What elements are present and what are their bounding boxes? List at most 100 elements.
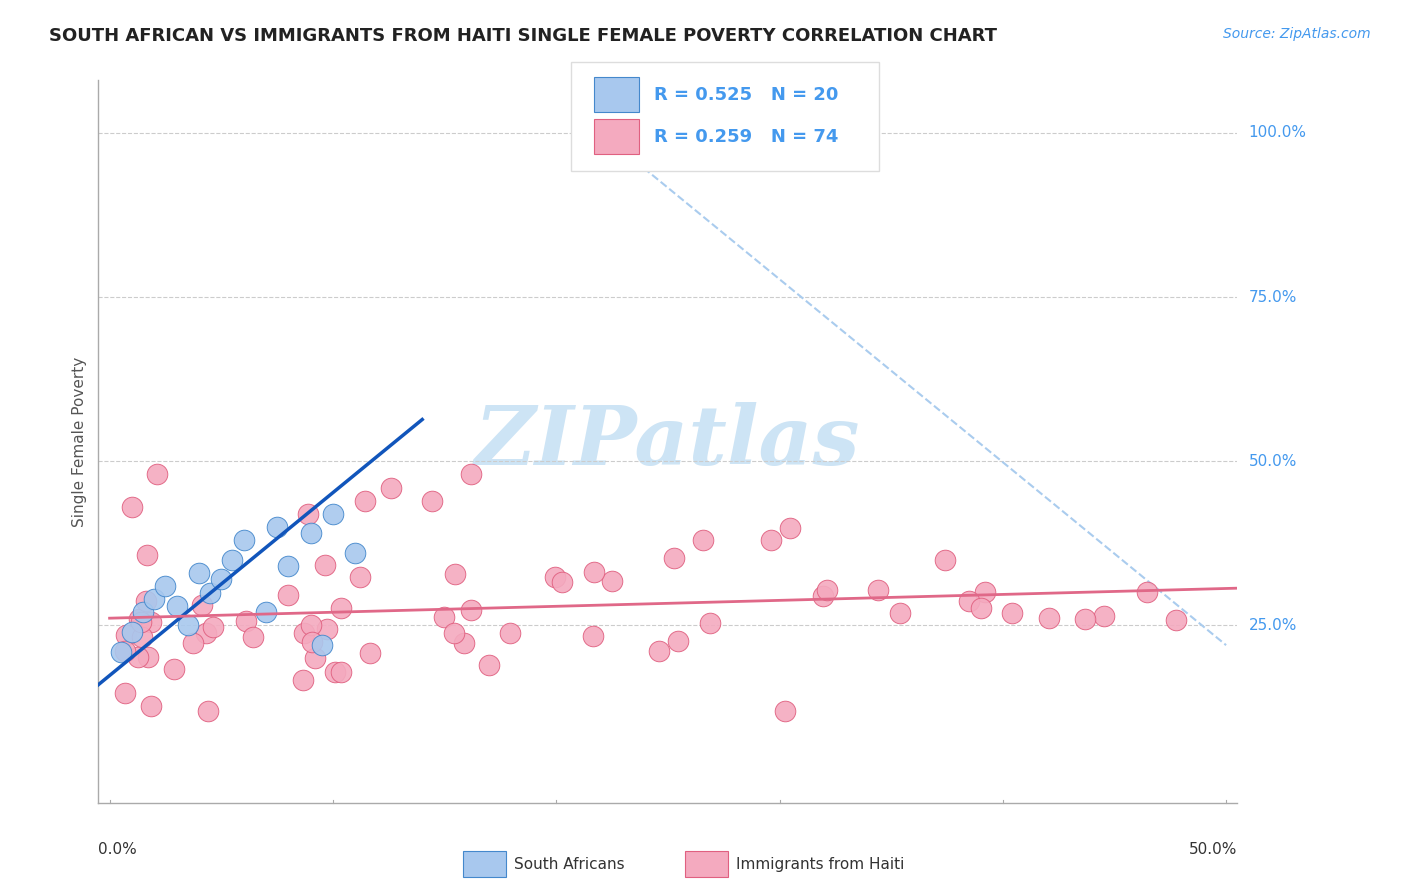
FancyBboxPatch shape bbox=[571, 62, 879, 170]
Point bbox=[136, 548, 159, 562]
Point bbox=[330, 600, 353, 615]
Point bbox=[323, 665, 346, 679]
Point bbox=[201, 620, 224, 634]
Point bbox=[266, 520, 288, 534]
Point bbox=[316, 622, 339, 636]
Point bbox=[453, 636, 475, 650]
Point bbox=[314, 558, 336, 573]
Point bbox=[589, 145, 612, 160]
Point bbox=[297, 507, 319, 521]
Y-axis label: Single Female Poverty: Single Female Poverty bbox=[72, 357, 87, 526]
Bar bbox=[593, 120, 640, 154]
Point bbox=[135, 593, 157, 607]
Point bbox=[138, 650, 160, 665]
Text: 0.0%: 0.0% bbox=[98, 842, 138, 856]
Point bbox=[1094, 608, 1116, 623]
Point bbox=[380, 481, 402, 495]
Point bbox=[773, 704, 796, 718]
Text: 100.0%: 100.0% bbox=[1249, 126, 1306, 140]
Point bbox=[110, 645, 132, 659]
Point bbox=[221, 553, 243, 567]
Text: R = 0.259   N = 74: R = 0.259 N = 74 bbox=[654, 128, 838, 145]
Point bbox=[187, 566, 209, 580]
Text: SOUTH AFRICAN VS IMMIGRANTS FROM HAITI SINGLE FEMALE POVERTY CORRELATION CHART: SOUTH AFRICAN VS IMMIGRANTS FROM HAITI S… bbox=[49, 27, 997, 45]
Point bbox=[232, 533, 254, 547]
Point bbox=[1001, 606, 1024, 620]
Point bbox=[177, 618, 200, 632]
Point bbox=[460, 603, 482, 617]
Point bbox=[420, 493, 443, 508]
Point bbox=[181, 635, 204, 649]
Point bbox=[322, 507, 344, 521]
Point bbox=[866, 583, 889, 598]
Point bbox=[294, 626, 316, 640]
Bar bbox=[593, 78, 640, 112]
Point bbox=[114, 644, 136, 658]
Point bbox=[163, 662, 186, 676]
Point bbox=[304, 651, 326, 665]
Point bbox=[973, 585, 995, 599]
Point bbox=[277, 559, 299, 574]
Point bbox=[311, 638, 333, 652]
Point bbox=[582, 629, 605, 643]
Point bbox=[662, 551, 685, 566]
Point bbox=[544, 570, 567, 584]
Point bbox=[582, 565, 605, 579]
Point bbox=[478, 657, 501, 672]
Point bbox=[433, 610, 456, 624]
Point bbox=[141, 615, 163, 629]
Point bbox=[301, 635, 323, 649]
Text: 50.0%: 50.0% bbox=[1249, 454, 1296, 468]
Point bbox=[129, 615, 152, 629]
Point bbox=[443, 625, 465, 640]
Point bbox=[699, 616, 721, 631]
Point bbox=[155, 579, 177, 593]
Point bbox=[121, 500, 143, 515]
Point bbox=[349, 570, 371, 584]
Point bbox=[141, 698, 163, 713]
Point bbox=[242, 630, 264, 644]
Point bbox=[648, 643, 671, 657]
Bar bbox=[463, 851, 506, 877]
Point bbox=[344, 546, 367, 560]
Point bbox=[195, 625, 218, 640]
Point bbox=[330, 665, 353, 680]
Point bbox=[197, 704, 219, 718]
Point bbox=[166, 599, 188, 613]
Point bbox=[127, 649, 149, 664]
Point bbox=[970, 601, 993, 615]
Point bbox=[132, 605, 155, 619]
Text: South Africans: South Africans bbox=[515, 856, 624, 871]
Point bbox=[114, 686, 136, 700]
Point bbox=[779, 521, 801, 535]
Point bbox=[444, 567, 467, 582]
Text: R = 0.525   N = 20: R = 0.525 N = 20 bbox=[654, 86, 838, 103]
Point bbox=[1074, 612, 1097, 626]
Point bbox=[131, 630, 153, 644]
Point bbox=[1038, 611, 1060, 625]
Point bbox=[815, 583, 838, 598]
Point bbox=[759, 533, 782, 547]
Point bbox=[600, 574, 623, 588]
Point bbox=[1164, 614, 1187, 628]
Text: 50.0%: 50.0% bbox=[1189, 842, 1237, 856]
Point bbox=[299, 526, 322, 541]
Text: Source: ZipAtlas.com: Source: ZipAtlas.com bbox=[1223, 27, 1371, 41]
Point bbox=[359, 646, 381, 660]
Text: 75.0%: 75.0% bbox=[1249, 290, 1296, 304]
Point bbox=[353, 493, 375, 508]
Point bbox=[121, 625, 143, 640]
Point bbox=[254, 605, 277, 619]
Point bbox=[499, 626, 522, 640]
Text: ZIPatlas: ZIPatlas bbox=[475, 401, 860, 482]
Point bbox=[934, 553, 956, 567]
Point bbox=[146, 467, 169, 482]
Point bbox=[666, 633, 689, 648]
Point bbox=[115, 628, 138, 642]
Text: Immigrants from Haiti: Immigrants from Haiti bbox=[737, 856, 904, 871]
Point bbox=[291, 673, 314, 687]
Text: 25.0%: 25.0% bbox=[1249, 618, 1296, 633]
Point bbox=[811, 589, 834, 603]
Bar bbox=[685, 851, 728, 877]
Point bbox=[191, 598, 214, 612]
